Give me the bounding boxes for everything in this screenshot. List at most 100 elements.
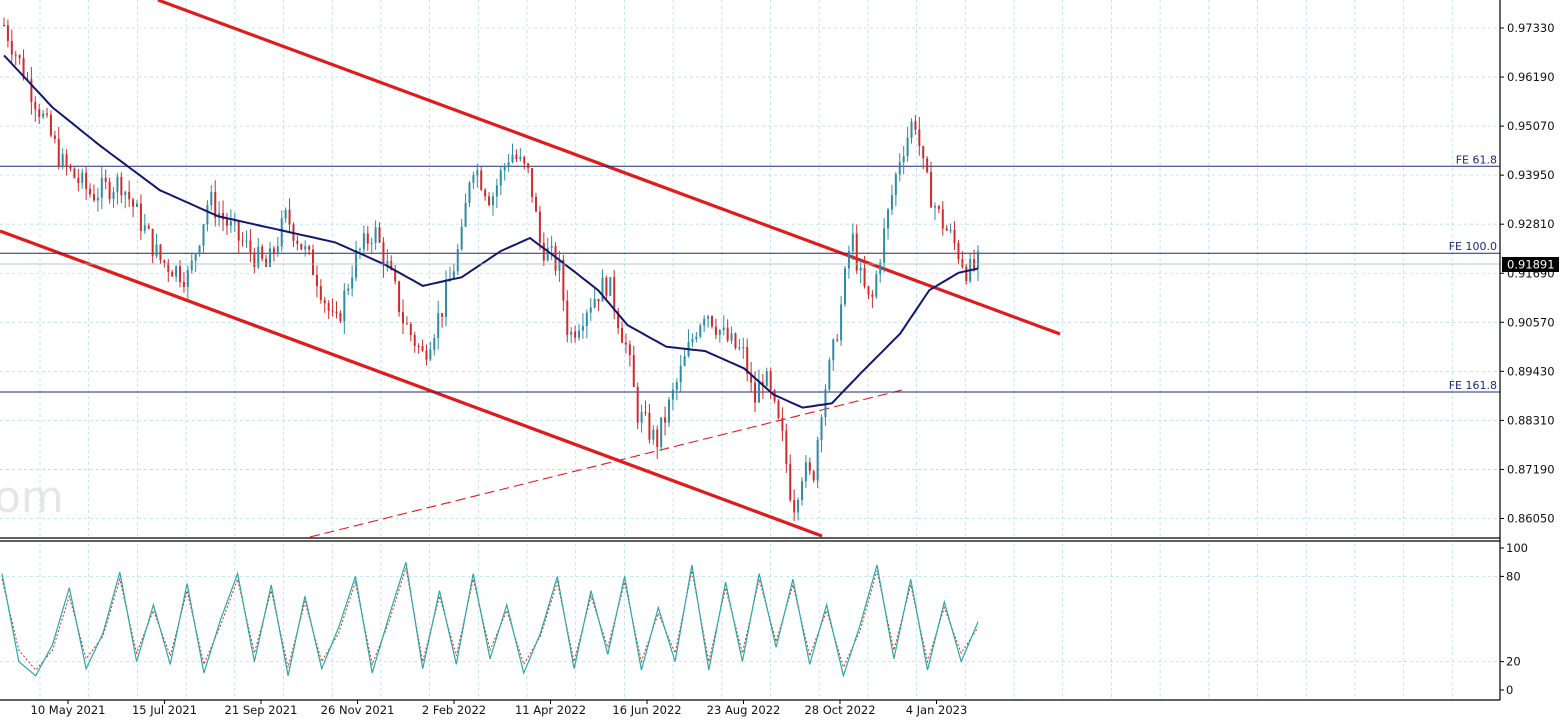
candle-body (570, 331, 573, 335)
candle-body (315, 274, 318, 287)
candle-body (65, 154, 68, 166)
candle-body (922, 146, 925, 159)
time-axis: 10 May 2021 15 Jul 2021 21 Sep 2021 26 Nov … (31, 700, 967, 717)
price-tick-label: 0.95070 (1507, 119, 1555, 133)
candle-body (644, 412, 647, 414)
candle-body (949, 230, 952, 232)
moving-average-line (3, 54, 979, 409)
candle-body (202, 224, 205, 246)
candle-body (851, 233, 854, 252)
channel-upper-line[interactable] (157, 0, 1061, 336)
time-tick-label: 11 Apr 2022 (515, 703, 586, 717)
candle-body (527, 163, 530, 169)
candle-body (531, 168, 534, 197)
candle-body (816, 440, 819, 481)
candle-body (898, 162, 901, 175)
candle-body (660, 417, 663, 448)
candle-body (511, 154, 514, 163)
candle-body (933, 206, 936, 208)
candle-body (746, 347, 749, 374)
candle-body (139, 203, 142, 231)
candle-body (691, 339, 694, 343)
candle-body (887, 209, 890, 229)
candle-body (268, 248, 271, 267)
candle-body (636, 386, 639, 423)
stoch-tick-label: 20 (1506, 655, 1521, 669)
candle-body (632, 355, 635, 387)
candle-body (714, 326, 717, 335)
candle-body (675, 382, 678, 390)
candle-body (601, 277, 604, 302)
candle-body (362, 233, 365, 250)
candle-body (554, 246, 557, 271)
candle-body (503, 166, 506, 171)
trend-channel[interactable] (0, 0, 1061, 538)
time-tick-label: 2 Feb 2022 (422, 703, 486, 717)
candle-body (941, 209, 944, 229)
candle-body (472, 175, 475, 183)
candle-body (276, 246, 279, 253)
candle-body (597, 298, 600, 302)
channel-lower-line[interactable] (0, 229, 823, 538)
candle-body (265, 258, 268, 267)
candle-body (171, 271, 174, 277)
candle-body (480, 170, 483, 190)
candle-body (781, 417, 784, 431)
candle-body (327, 303, 330, 311)
candle-body (875, 274, 878, 297)
candle-body (112, 192, 115, 199)
candle-body (828, 360, 831, 390)
candle-body (797, 500, 800, 513)
candle-body (339, 312, 342, 322)
candle-body (401, 312, 404, 324)
candle-body (562, 259, 565, 301)
candle-body (777, 400, 780, 418)
current-price-tag: 0.91891 (1502, 257, 1559, 272)
candle-body (304, 246, 307, 250)
candle-body (85, 172, 88, 189)
candle-body (210, 192, 213, 206)
candle-body (190, 260, 193, 271)
candle-body (120, 176, 123, 196)
candle-body (671, 389, 674, 400)
fib-label: FE 61.8 (1456, 153, 1497, 166)
candle-body (358, 249, 361, 251)
candle-body (441, 313, 444, 317)
candle-body (871, 294, 874, 297)
candle-body (108, 181, 111, 199)
candle-body (722, 327, 725, 331)
candle-body (800, 481, 803, 501)
candle-body (22, 58, 25, 79)
candle-body (366, 233, 369, 244)
candle-body (167, 262, 170, 272)
current-price-value: 0.91891 (1507, 258, 1555, 272)
candle-body (96, 197, 99, 201)
candle-body (198, 245, 201, 255)
candle-body (147, 225, 150, 229)
candle-body (574, 331, 577, 338)
candle-body (902, 156, 905, 163)
candle-body (589, 307, 592, 313)
dashed-support-line[interactable] (309, 389, 903, 538)
candle-body (656, 429, 659, 448)
candle-body (918, 129, 921, 147)
candle-body (124, 191, 127, 196)
price-tick-label: 0.92810 (1507, 217, 1555, 231)
candle-body (820, 417, 823, 441)
time-tick-label: 23 Aug 2022 (707, 703, 781, 717)
time-tick-label: 10 May 2021 (31, 703, 106, 717)
candle-body (179, 266, 182, 282)
price-grid (0, 0, 1500, 536)
candle-body (581, 325, 584, 331)
candle-body (132, 199, 135, 207)
candle-body (92, 194, 95, 201)
candle-body (499, 170, 502, 186)
candle-body (49, 114, 52, 136)
candle-body (280, 218, 283, 247)
candle-body (507, 162, 510, 167)
candle-body (804, 462, 807, 482)
candle-body (769, 371, 772, 391)
candle-body (460, 226, 463, 250)
